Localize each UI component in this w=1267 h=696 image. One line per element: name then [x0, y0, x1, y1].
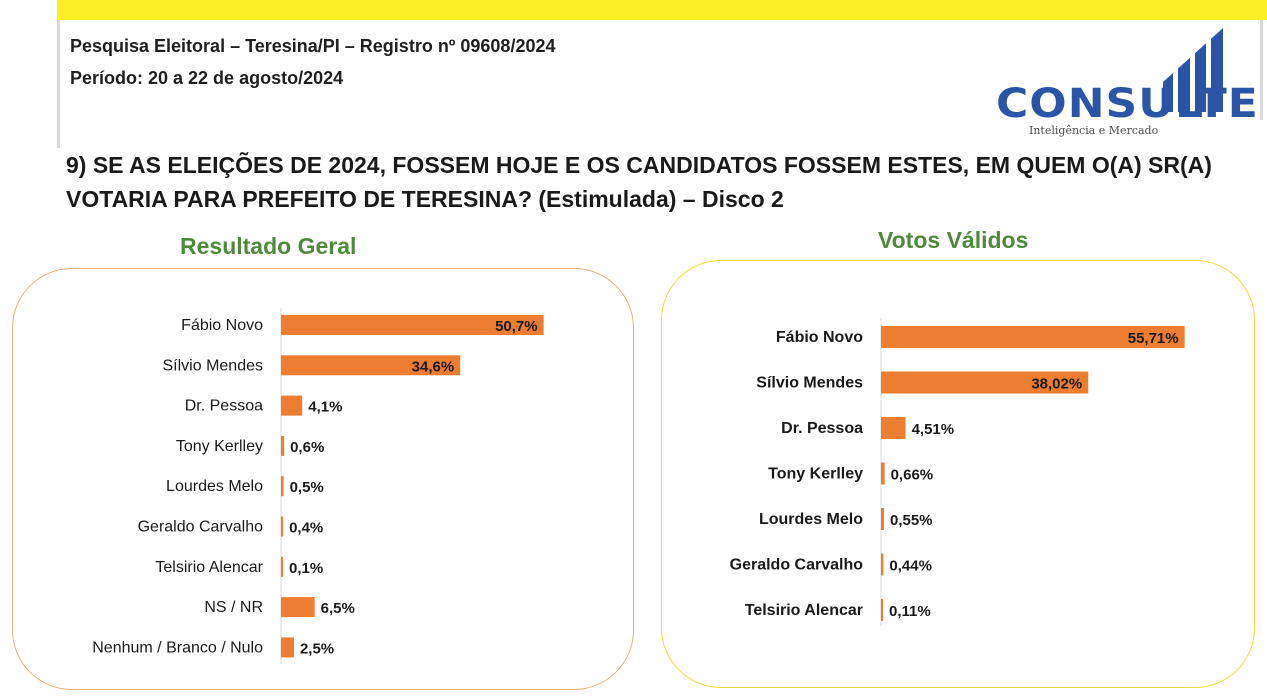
validos-bar-dr-pessoa [881, 417, 906, 439]
geral-bar-nenhum-branco-nulo [281, 637, 294, 658]
geral-category-label-dr-pessoa: Dr. Pessoa [185, 398, 263, 415]
geral-value-label-dr-pessoa: 4,1% [308, 399, 342, 416]
geral-category-label-geraldo-carvalho: Geraldo Carvalho [138, 519, 264, 536]
geral-category-label-nenhum-branco-nulo: Nenhum / Branco / Nulo [92, 639, 263, 656]
geral-category-label-telsirio-alencar: Telsirio Alencar [155, 559, 263, 576]
validos-category-label-lourdes-melo: Lourdes Melo [759, 511, 863, 528]
validos-category-label-fabio-novo: Fábio Novo [776, 329, 863, 346]
geral-value-label-telsirio-alencar: 0,1% [289, 560, 323, 577]
validos-bar-telsirio-alencar [881, 599, 883, 621]
geral-value-label-nenhum-branco-nulo: 2,5% [300, 640, 334, 657]
geral-value-label-geraldo-carvalho: 0,4% [289, 520, 323, 537]
validos-value-label-silvio-mendes: 38,02% [1031, 376, 1082, 393]
top-color-band [57, 0, 1267, 20]
geral-bar-ns-nr [281, 597, 315, 618]
geral-category-label-silvio-mendes: Sílvio Mendes [163, 357, 264, 374]
geral-value-label-ns-nr: 6,5% [321, 600, 355, 617]
validos-bar-silvio-mendes [881, 371, 1089, 394]
right-divider [1260, 20, 1263, 120]
logo-tagline: Inteligência e Mercado [1029, 124, 1159, 137]
validos-bar-fabio-novo [881, 326, 1185, 348]
left-divider [57, 20, 60, 148]
survey-period: Período: 20 a 22 de agosto/2024 [70, 68, 344, 88]
validos-value-label-tony-kerlley: 0,66% [891, 467, 934, 484]
validos-value-label-fabio-novo: 55,71% [1128, 330, 1179, 347]
validos-bar-tony-kerlley [881, 462, 885, 485]
chart-title-resultado-geral: Resultado Geral [180, 233, 357, 259]
logo-wordmark: CONSULTE [996, 80, 1259, 128]
geral-bar-geraldo-carvalho [281, 516, 284, 537]
consulte-logo: CONSULTE Inteligência e Mercado [993, 26, 1258, 140]
validos-category-label-dr-pessoa: Dr. Pessoa [781, 420, 863, 437]
validos-category-label-silvio-mendes: Sílvio Mendes [756, 375, 863, 392]
geral-category-label-ns-nr: NS / NR [204, 599, 263, 616]
geral-value-label-silvio-mendes: 34,6% [412, 358, 455, 375]
chart-title-votos-validos: Votos Válidos [878, 227, 1029, 253]
validos-category-label-tony-kerlley: Tony Kerlley [768, 466, 863, 483]
geral-bar-tony-kerlley [281, 435, 285, 456]
validos-category-label-telsirio-alencar: Telsirio Alencar [745, 602, 863, 619]
geral-bar-fabio-novo [281, 315, 544, 335]
validos-bar-geraldo-carvalho [881, 553, 884, 576]
geral-category-label-tony-kerlley: Tony Kerlley [176, 438, 263, 455]
geral-bar-telsirio-alencar [281, 556, 283, 577]
resultado-geral-panel [12, 268, 634, 690]
votos-validos-panel [661, 260, 1255, 688]
geral-category-label-fabio-novo: Fábio Novo [181, 317, 263, 334]
geral-bar-lourdes-melo [281, 476, 284, 497]
geral-value-label-fabio-novo: 50,7% [495, 318, 538, 335]
geral-value-label-tony-kerlley: 0,6% [290, 439, 324, 456]
validos-bar-lourdes-melo [881, 508, 884, 530]
geral-bar-silvio-mendes [281, 355, 461, 376]
validos-value-label-telsirio-alencar: 0,11% [889, 603, 931, 620]
geral-value-label-lourdes-melo: 0,5% [290, 479, 324, 496]
geral-bar-dr-pessoa [281, 395, 303, 416]
survey-registration: Pesquisa Eleitoral – Teresina/PI – Regis… [70, 36, 556, 56]
validos-value-label-lourdes-melo: 0,55% [890, 512, 933, 529]
validos-value-label-geraldo-carvalho: 0,44% [889, 558, 932, 575]
question-text: 9) SE AS ELEIÇÕES DE 2024, FOSSEM HOJE E… [66, 152, 1212, 212]
logo-bars-icon [1163, 28, 1223, 112]
validos-value-label-dr-pessoa: 4,51% [912, 421, 955, 438]
geral-category-label-lourdes-melo: Lourdes Melo [166, 478, 263, 495]
validos-category-label-geraldo-carvalho: Geraldo Carvalho [730, 557, 864, 574]
